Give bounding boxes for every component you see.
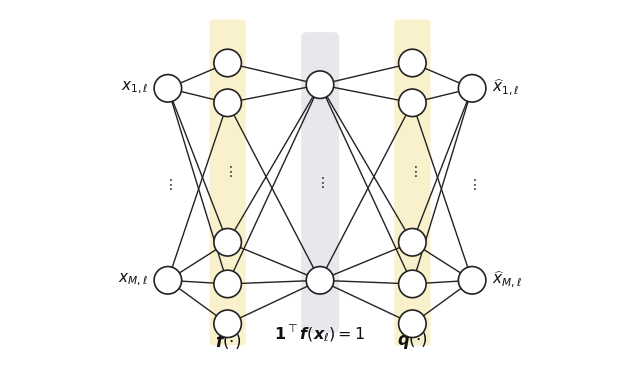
Circle shape — [154, 266, 182, 294]
Text: $\vdots$: $\vdots$ — [467, 177, 477, 192]
Circle shape — [214, 49, 241, 77]
Text: $\widehat{x}_{1,\ell}$: $\widehat{x}_{1,\ell}$ — [492, 78, 520, 99]
Text: $x_{1,\ell}$: $x_{1,\ell}$ — [120, 80, 148, 96]
Text: $\vdots$: $\vdots$ — [408, 164, 417, 179]
Circle shape — [458, 266, 486, 294]
Circle shape — [458, 74, 486, 102]
Text: $x_{M,\ell}$: $x_{M,\ell}$ — [118, 272, 148, 288]
Circle shape — [214, 270, 241, 298]
Circle shape — [399, 49, 426, 77]
Text: $\boldsymbol{f}(\cdot)$: $\boldsymbol{f}(\cdot)$ — [214, 331, 241, 351]
Circle shape — [214, 228, 241, 256]
Text: $\mathbf{1}^\top \boldsymbol{f}(\boldsymbol{x}_\ell) = 1$: $\mathbf{1}^\top \boldsymbol{f}(\boldsym… — [275, 323, 365, 344]
Circle shape — [399, 310, 426, 338]
FancyBboxPatch shape — [301, 32, 339, 333]
Circle shape — [306, 71, 334, 99]
Circle shape — [399, 270, 426, 298]
Text: $\vdots$: $\vdots$ — [223, 164, 232, 179]
Text: $\vdots$: $\vdots$ — [315, 175, 325, 190]
Circle shape — [306, 266, 334, 294]
Circle shape — [154, 74, 182, 102]
Circle shape — [399, 89, 426, 116]
Circle shape — [399, 228, 426, 256]
Circle shape — [214, 310, 241, 338]
Text: $\widehat{x}_{M,\ell}$: $\widehat{x}_{M,\ell}$ — [492, 270, 522, 291]
FancyBboxPatch shape — [394, 19, 431, 346]
Circle shape — [214, 89, 241, 116]
Text: $\vdots$: $\vdots$ — [163, 177, 173, 192]
Text: $\boldsymbol{q}(\cdot)$: $\boldsymbol{q}(\cdot)$ — [397, 329, 428, 351]
FancyBboxPatch shape — [209, 19, 246, 346]
